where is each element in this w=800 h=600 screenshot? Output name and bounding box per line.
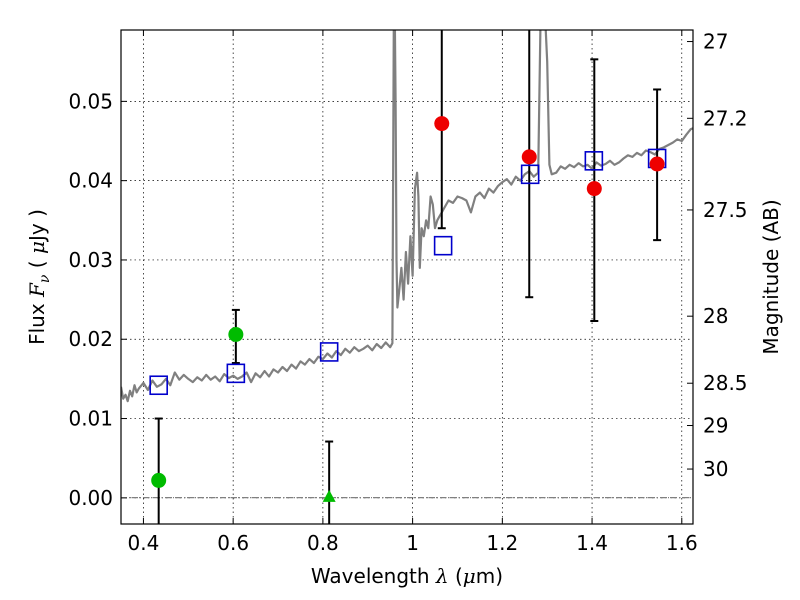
spectrum-layer	[121, 30, 693, 403]
x-tick-label: 0.8	[307, 531, 339, 555]
x-axis-title-lambda: λ	[435, 564, 449, 588]
x-tick-label: 1.6	[666, 531, 698, 555]
y2-tick-label: 28	[703, 304, 728, 328]
y-tick-label: 0.04	[68, 169, 113, 193]
model-photometry-box	[226, 363, 246, 384]
red-data-point	[521, 149, 537, 165]
x-axis-title-mu: μ	[463, 564, 476, 588]
grid-layer	[121, 30, 693, 524]
green-data-point	[151, 472, 167, 488]
x-tick-label: 0.4	[128, 531, 160, 555]
y2-tick-label: 30	[703, 457, 728, 481]
y-axis-title-mu: μ	[25, 241, 49, 254]
y-axis-title-nu: ν	[37, 274, 53, 283]
y2-tick-label: 27.2	[703, 106, 748, 130]
model-photometry-box	[149, 375, 168, 396]
y-tick-label: 0.00	[68, 486, 113, 510]
y-axis-title-F: F	[25, 282, 49, 298]
x-axis-title: Wavelength λ (μm)	[311, 564, 503, 588]
y-tick-label: 0.02	[68, 327, 113, 351]
y-axis-title-part1: Flux	[25, 297, 49, 345]
spectrum-line	[121, 30, 693, 403]
red-data-point	[649, 156, 665, 172]
green-upper-limit-triangle	[322, 489, 336, 502]
plot-frame	[120, 29, 694, 525]
x-axis-title-part1: Wavelength	[311, 564, 436, 588]
y-tick-label: 0.03	[68, 248, 113, 272]
green-data-point	[228, 326, 244, 342]
y-tick-label: 0.01	[68, 407, 113, 431]
x-tick-label: 1.2	[486, 531, 518, 555]
marker-layer	[149, 116, 667, 502]
red-data-point	[586, 181, 602, 197]
x-axis-title-part3: (	[449, 564, 463, 588]
red-data-point	[434, 116, 450, 132]
y-axis-title-part4: (	[25, 254, 49, 275]
model-photometry-box	[584, 151, 604, 171]
model-photometry-box	[319, 342, 339, 362]
y-axis-title: Flux Fν ( μJy )	[25, 209, 53, 345]
y-tick-label: 0.05	[68, 89, 113, 113]
x-tick-label: 0.6	[217, 531, 249, 555]
model-photometry-box	[433, 235, 453, 256]
y2-axis-title: Magnitude (AB)	[759, 199, 783, 354]
y2-tick-label: 27.5	[703, 198, 748, 222]
y-axis-title-part6: Jy )	[25, 209, 49, 243]
x-axis-title-part5: m)	[476, 564, 503, 588]
x-tick-label: 1.4	[576, 531, 608, 555]
model-photometry-box	[520, 164, 540, 185]
x-tick-label: 1	[406, 531, 419, 555]
y2-tick-label: 28.5	[703, 371, 748, 395]
y2-tick-label: 27	[703, 30, 728, 54]
y2-tick-label: 29	[703, 414, 728, 438]
tick-layer: 0.4 0.6 0.8 1 1.2 1.4 1.6 0.00 0.01 0.02 0.03 0.04 0…	[68, 30, 747, 555]
